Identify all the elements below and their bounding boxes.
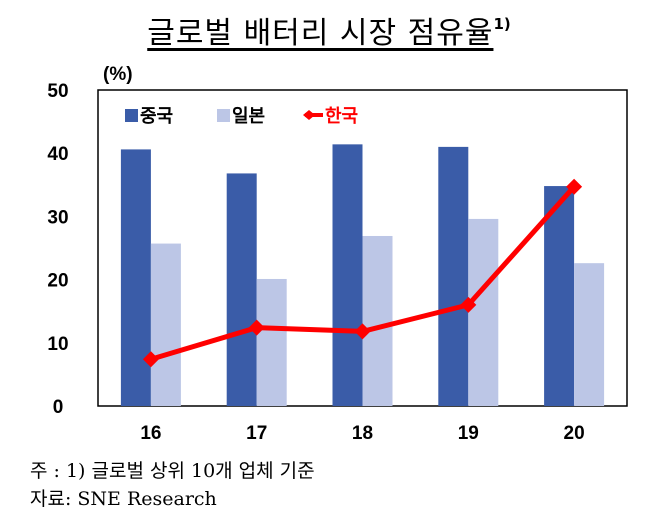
footnote-line-1: 주 : 1) 글로벌 상위 10개 업체 기준: [30, 460, 315, 482]
y-tick-label: 20: [47, 271, 68, 292]
bar-series2: [574, 263, 605, 406]
legend-label: 한국: [325, 106, 358, 127]
y-tick-label: 0: [53, 397, 64, 418]
title-footnote-marker: 1): [493, 15, 511, 33]
source-line: 자료: SNE Research: [30, 488, 217, 510]
line-point: [566, 178, 583, 195]
bar-series1: [544, 186, 575, 406]
chart-title: 글로벌 배터리 시장 점유율1): [0, 8, 658, 52]
chart-area: (%) 0 10 20 30 40 50 16 17 18 19 20 중국 일본 한국: [47, 64, 628, 444]
x-tick-label: 17: [246, 423, 267, 444]
x-tick-label: 20: [564, 423, 585, 444]
y-unit-label: (%): [103, 64, 133, 85]
bar-series1: [226, 173, 257, 406]
legend-label: 중국: [140, 106, 173, 127]
bar-series1: [332, 144, 363, 406]
bar-series1: [120, 149, 151, 406]
bar-series2: [362, 235, 393, 406]
line-point: [460, 296, 477, 313]
x-tick-label: 19: [458, 423, 479, 444]
bar-series2: [256, 278, 287, 406]
y-tick-label: 10: [47, 334, 68, 355]
y-tick-label: 40: [47, 144, 68, 165]
bar-series2: [468, 218, 499, 406]
legend-swatch: [217, 109, 230, 122]
line-point: [354, 323, 371, 340]
legend-label: 일본: [232, 106, 265, 127]
legend-swatch: [125, 109, 138, 122]
line-point: [248, 319, 265, 336]
legend-line-marker: [303, 110, 315, 120]
y-tick-label: 30: [47, 207, 68, 228]
x-tick-label: 16: [140, 423, 161, 444]
y-tick-label: 50: [47, 81, 68, 102]
line-point: [142, 351, 159, 368]
x-tick-label: 18: [352, 423, 373, 444]
bar-series1: [438, 146, 469, 406]
bar-series2: [150, 243, 181, 406]
chart-title-text: 글로벌 배터리 시장 점유율: [147, 16, 494, 51]
